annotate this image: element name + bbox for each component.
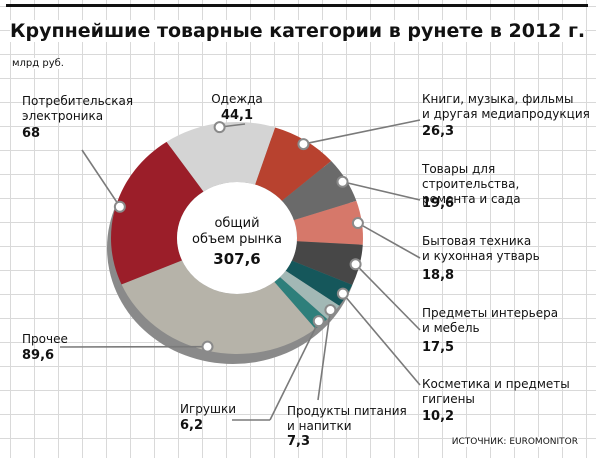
donut-slice <box>291 241 363 285</box>
category-label: Бытовая техника и кухонная утварь <box>422 234 540 263</box>
category-label: Одежда <box>211 92 263 106</box>
category-label: Товары для строительства, ремонта и сада <box>422 162 521 206</box>
leader-dot <box>113 200 126 213</box>
category-label: Предметы интерьера и мебель <box>422 306 559 335</box>
chart-title: Крупнейшие товарные категории в рунете в… <box>10 20 586 42</box>
value-label: 89,6 <box>22 348 55 363</box>
leader-line <box>81 149 121 208</box>
category-label: Потребительская электроника <box>22 94 134 123</box>
category-label: Игрушки <box>180 402 237 416</box>
donut-slice <box>166 122 276 192</box>
donut-slice <box>111 141 204 285</box>
value-label: 10,2 <box>422 409 455 424</box>
leader-line <box>317 309 332 401</box>
value-label: 68 <box>22 126 41 141</box>
leader-dot <box>336 175 349 188</box>
category-label: Книги, музыка, фильмы и другая медиапрод… <box>422 92 590 121</box>
donut-slice <box>281 160 357 221</box>
leader-dot <box>351 217 364 230</box>
leader-line <box>269 320 320 421</box>
leader-line <box>355 263 421 331</box>
leader-dot <box>349 258 362 271</box>
value-label: 26,3 <box>422 124 455 139</box>
donut-slice <box>293 200 363 245</box>
leader-dot <box>201 340 214 353</box>
value-label: 44,1 <box>220 108 254 123</box>
category-label: Продукты питания и напитки <box>287 404 407 433</box>
value-label: 18,8 <box>422 268 455 283</box>
leader-line <box>357 222 421 259</box>
value-label: 6,2 <box>180 418 204 433</box>
donut-slice <box>279 270 340 320</box>
category-label: Косметика и предметы гигиены <box>422 377 570 406</box>
donut-slice <box>121 260 316 354</box>
value-label: 17,5 <box>422 340 455 355</box>
leader-dot <box>336 287 349 300</box>
donut-slice <box>274 277 328 329</box>
donut-hole <box>177 182 297 294</box>
total-label: 307,6 <box>213 250 261 268</box>
leader-dot <box>324 304 337 317</box>
value-label: 7,3 <box>287 434 311 449</box>
leader-dot <box>312 315 325 328</box>
center-label: общий объем рынка <box>192 216 282 247</box>
subtitle: млрд руб. <box>12 58 64 69</box>
leader-dot <box>213 121 226 134</box>
leader-line <box>303 119 421 145</box>
category-label: Прочее <box>22 332 68 346</box>
donut-slice <box>255 127 332 201</box>
donut-slice <box>285 260 353 306</box>
leader-line <box>342 180 421 201</box>
source: ИСТОЧНИК: EUROMONITOR <box>451 437 578 447</box>
top-rule <box>6 4 588 7</box>
value-label: 19,6 <box>422 196 455 211</box>
leader-line <box>342 293 421 386</box>
leader-dot <box>297 138 310 151</box>
